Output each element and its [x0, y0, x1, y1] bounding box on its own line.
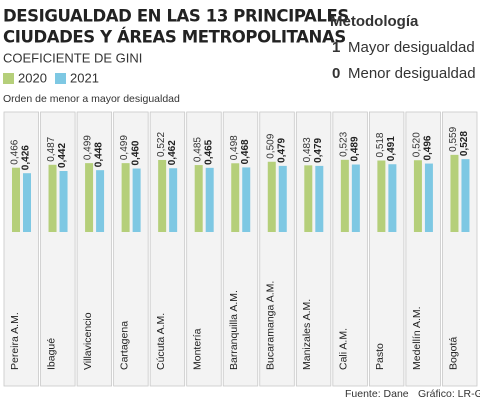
- bar: [351, 164, 360, 232]
- column-panel: [259, 111, 295, 387]
- chart-subtitle: COEFICIENTE DE GINI: [3, 50, 142, 65]
- x-tick-label: Cartagena: [118, 321, 130, 370]
- x-tick-label: Montería: [192, 328, 204, 370]
- methodology-title: Metodología: [330, 13, 419, 30]
- column-panel: [222, 111, 259, 387]
- value-label: 0,528: [459, 131, 470, 156]
- value-label: 0,499: [119, 135, 130, 160]
- x-tick-label: Cúcuta A.M.: [155, 313, 167, 370]
- value-label: 0,520: [412, 132, 423, 157]
- column-panel: [149, 111, 186, 387]
- methodology-key: 0: [332, 65, 340, 82]
- column-panel: [405, 111, 441, 387]
- value-label: 0,460: [130, 140, 141, 165]
- x-tick-label: Manizales A.M.: [301, 299, 313, 370]
- bar: [461, 159, 470, 232]
- bar: [85, 163, 94, 232]
- value-label: 0,479: [313, 137, 324, 162]
- value-label: 0,462: [167, 140, 178, 165]
- methodology-label: Menor desigualdad: [348, 65, 476, 82]
- value-label: 0,496: [423, 135, 434, 160]
- bar: [23, 173, 31, 232]
- value-label: 0,498: [229, 135, 240, 160]
- bar: [377, 160, 386, 232]
- bar: [278, 165, 287, 232]
- bar: [59, 171, 68, 232]
- chart-title: DESIGUALDAD EN LAS 13 PRINCIPALES: [3, 7, 349, 26]
- column-panel: [295, 111, 332, 387]
- bar: [315, 165, 324, 232]
- legend-label: 2020: [18, 70, 47, 85]
- x-tick-label: Bucaramanga A.M.: [265, 281, 277, 370]
- bar: [388, 164, 397, 232]
- credit: Gráfico: LR-GR: [418, 388, 480, 400]
- methodology-key: 1: [332, 39, 340, 56]
- value-label: 0,426: [21, 145, 32, 170]
- value-label: 0,485: [192, 137, 203, 162]
- value-label: 0,465: [203, 139, 214, 164]
- column-panel: [76, 111, 113, 387]
- column-panel: [442, 111, 478, 387]
- value-label: 0,522: [156, 132, 167, 157]
- value-label: 0,448: [94, 142, 105, 167]
- value-label: 0,442: [57, 143, 68, 168]
- bar: [132, 168, 141, 232]
- legend-swatch: [55, 73, 66, 84]
- value-label: 0,559: [448, 126, 459, 151]
- chart-title: CIUDADES Y ÁREAS METROPOLITANAS: [3, 28, 346, 47]
- value-label: 0,483: [302, 137, 313, 162]
- column-panel: [368, 111, 405, 387]
- bar: [12, 167, 20, 232]
- bar: [242, 167, 251, 232]
- bar: [304, 165, 313, 232]
- value-label: 0,509: [265, 133, 276, 158]
- value-label: 0,487: [46, 136, 57, 161]
- source: Fuente: Dane: [345, 388, 409, 400]
- bar: [413, 160, 422, 232]
- value-label: 0,518: [375, 132, 386, 157]
- bar: [205, 167, 214, 232]
- x-tick-label: Bogotá: [447, 337, 459, 370]
- x-tick-label: Barranquilla A.M.: [228, 290, 240, 370]
- value-label: 0,468: [240, 139, 251, 164]
- legend-label: 2021: [70, 70, 99, 85]
- x-tick-label: Pasto: [374, 343, 386, 370]
- x-tick-label: Medellín A.M.: [411, 306, 423, 370]
- bar: [121, 163, 130, 232]
- bar: [231, 163, 240, 232]
- x-tick-label: Villavicencio: [82, 312, 94, 370]
- legend-swatch: [3, 73, 14, 84]
- column-panel: [113, 111, 149, 387]
- column-panel: [3, 111, 39, 387]
- x-tick-label: Cali A.M.: [338, 328, 350, 370]
- x-tick-label: Pereira A.M.: [9, 312, 21, 370]
- bar: [194, 165, 203, 232]
- value-label: 0,466: [10, 139, 21, 164]
- methodology-label: Mayor desigualdad: [348, 39, 475, 56]
- column-panel: [332, 111, 368, 387]
- bar: [424, 163, 433, 232]
- bar: [48, 164, 57, 232]
- value-label: 0,523: [338, 131, 349, 156]
- bar: [450, 154, 459, 232]
- value-label: 0,499: [83, 135, 94, 160]
- column-panel: [186, 111, 222, 387]
- value-label: 0,479: [276, 137, 287, 162]
- bar: [158, 159, 167, 232]
- bar: [169, 168, 178, 232]
- x-tick-label: Ibagué: [45, 338, 57, 370]
- chart-note: Orden de menor a mayor desigualdad: [3, 93, 180, 105]
- column-panel: [40, 111, 76, 387]
- bar: [340, 159, 349, 232]
- bar: [96, 170, 105, 232]
- value-label: 0,489: [349, 136, 360, 161]
- bar: [267, 161, 276, 232]
- value-label: 0,491: [386, 136, 397, 161]
